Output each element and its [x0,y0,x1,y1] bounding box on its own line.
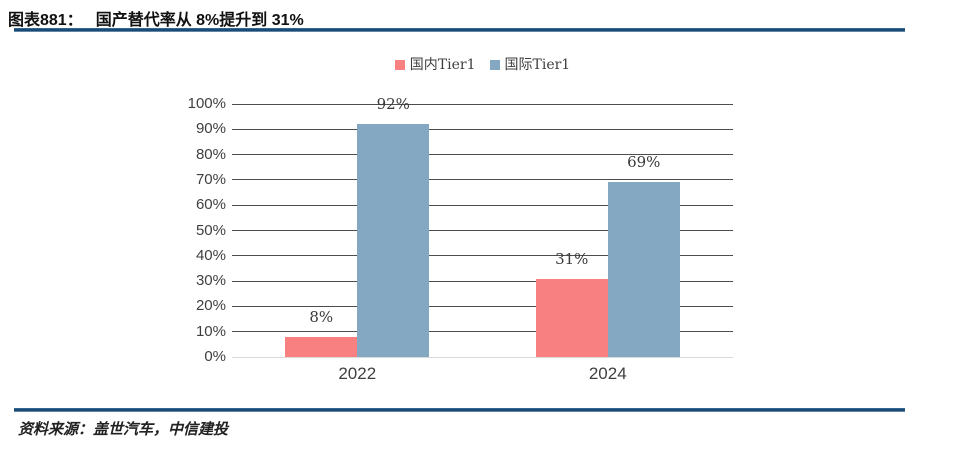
x-axis: 2022 2024 [232,363,733,385]
figure-caption: 国产替代率从 8%提升到 31% [95,12,304,29]
y-tick-label: 50% [195,221,226,239]
x-tick-label: 2022 [338,364,377,383]
y-tick-label: 10% [195,322,226,340]
gridline [232,204,733,206]
legend-swatch-icon [394,59,405,70]
legend-item-domestic: 国内Tier1 [394,54,476,74]
gridline [232,230,733,231]
legend-item-international: 国际Tier1 [489,54,571,74]
gridline [232,280,733,282]
y-tick-label: 60% [195,196,226,214]
gridline [232,154,733,156]
y-tick-label: 90% [195,120,226,138]
plot-area: 8% 92% 31% 69% [232,96,733,358]
bar-domestic-2024 [535,279,608,357]
figure-title: 图表881： 国产替代率从 8%提升到 31% [8,6,304,30]
y-tick-label: 40% [195,246,226,264]
y-tick-label: 70% [195,170,226,188]
figure-number-label: 图表881： [8,12,83,29]
bar-value-label: 69% [627,153,661,171]
y-tick-label: 30% [195,272,226,290]
y-tick-label: 20% [195,297,226,315]
gridline [232,305,733,307]
bar-international-2022 [357,124,430,357]
legend-label: 国际Tier1 [504,57,571,73]
y-tick-label: 80% [195,145,226,163]
gridline [232,103,733,105]
y-tick-label: 100% [187,95,226,112]
y-tick-label: 0% [204,348,226,365]
x-axis-baseline [232,356,733,358]
bottom-divider [14,408,905,412]
legend-swatch-icon [489,59,500,70]
source-note: 资料来源：盖世汽车，中信建投 [18,422,229,438]
gridline [232,255,733,257]
bar-value-label: 92% [376,95,410,113]
bar-domestic-2022 [285,337,358,357]
gridline [232,128,733,130]
bar-value-label: 8% [309,308,334,326]
y-axis: 0% 10% 20% 30% 40% 50% 60% 70% 80% 90% 100% [0,95,226,365]
top-divider [14,28,905,32]
gridline [232,331,733,333]
chart-legend: 国内Tier1 国际Tier1 [232,54,733,74]
gridline [232,179,733,181]
x-tick-label: 2024 [588,364,627,383]
bar-value-label: 31% [555,250,589,268]
legend-label: 国内Tier1 [409,57,476,73]
bar-international-2024 [607,182,680,357]
